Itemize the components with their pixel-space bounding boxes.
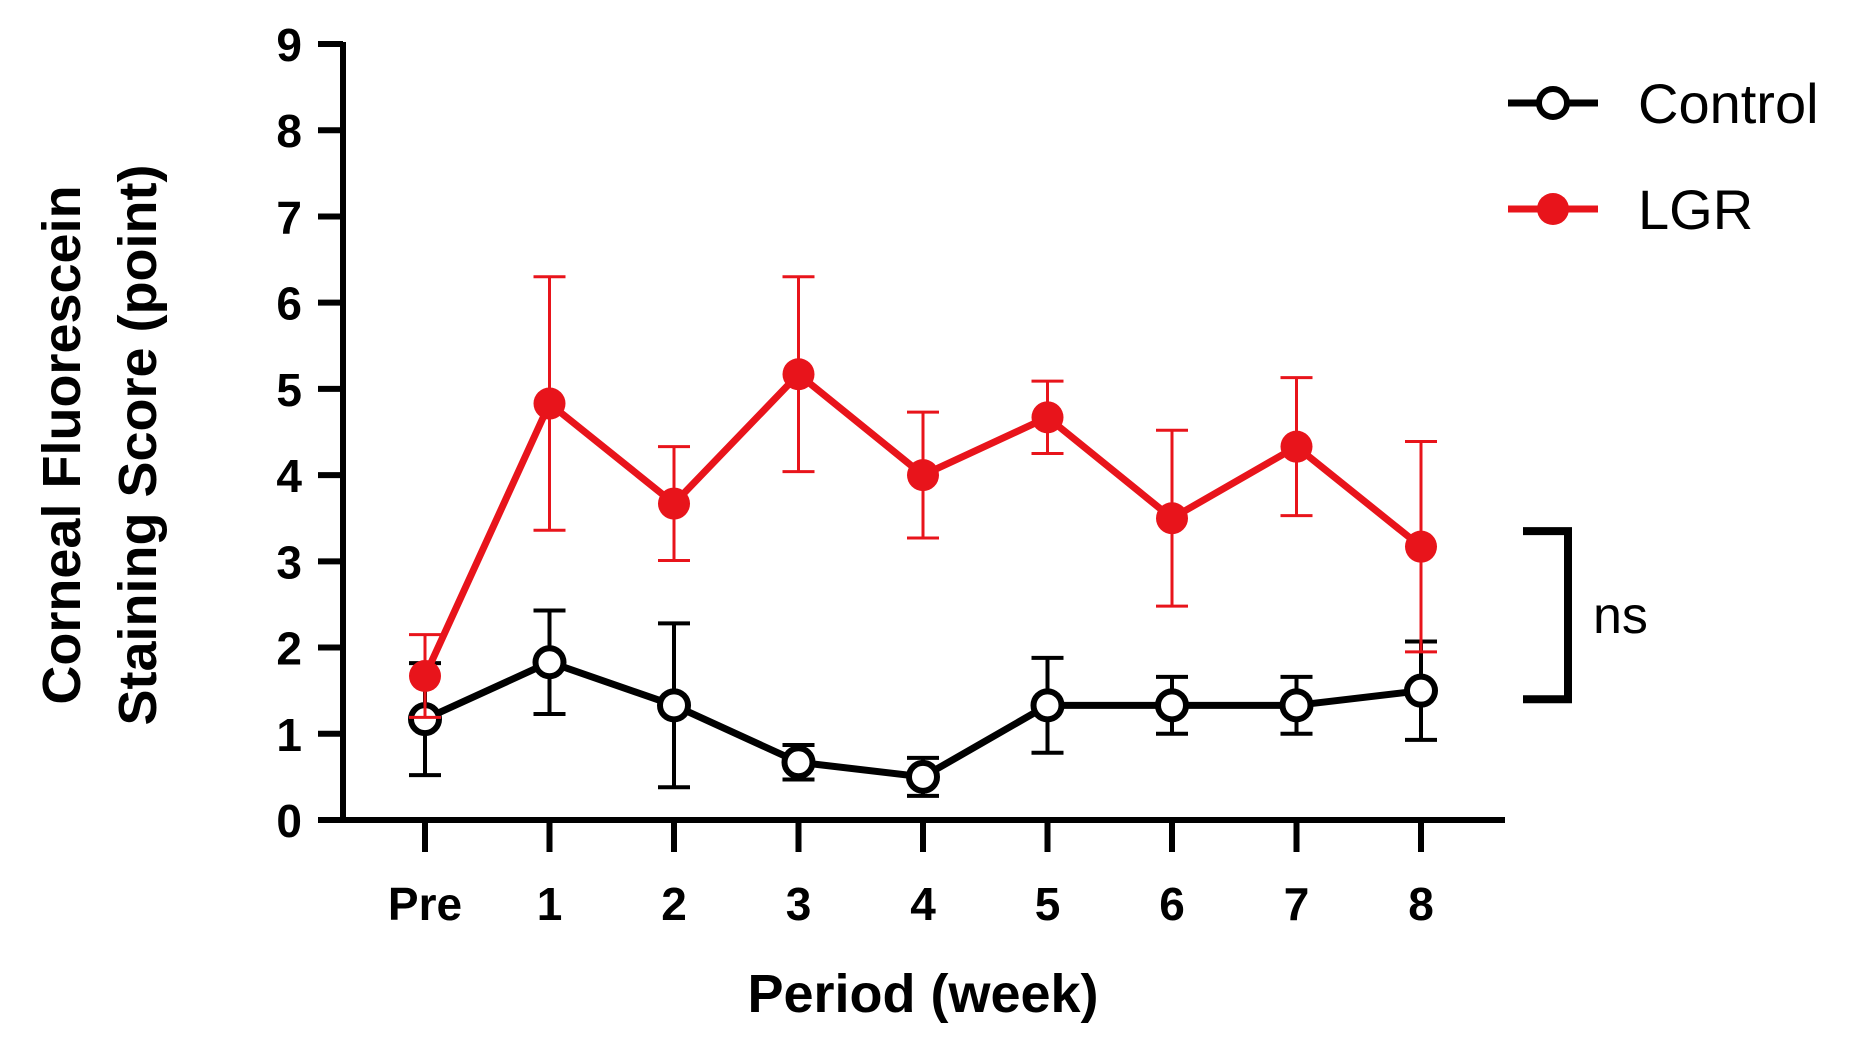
significance-bracket bbox=[1523, 527, 1572, 704]
y-axis-title-line-1: Corneal Fluorescein bbox=[32, 185, 92, 704]
legend-label-control: Control bbox=[1638, 72, 1819, 135]
point-control-3 bbox=[781, 745, 816, 780]
x-tick-label-Pre: Pre bbox=[388, 878, 462, 930]
significance-label: ns bbox=[1593, 587, 1648, 645]
y-ticks: 0 1 2 3 4 5 6 7 8 9 bbox=[276, 19, 343, 847]
x-tick-label-6: 6 bbox=[1159, 878, 1185, 930]
point-control-5 bbox=[1030, 688, 1065, 723]
point-lgr-3 bbox=[782, 358, 815, 391]
point-lgr-4 bbox=[907, 459, 939, 492]
y-tick-label-2: 2 bbox=[276, 623, 302, 675]
point-lgr-7 bbox=[1280, 430, 1313, 463]
point-lgr-1 bbox=[533, 387, 566, 420]
y-tick-label-1: 1 bbox=[276, 709, 302, 761]
x-tick-label-2: 2 bbox=[661, 878, 687, 930]
x-tick-label-7: 7 bbox=[1284, 878, 1310, 930]
point-control-4 bbox=[906, 759, 940, 794]
significance-annotation: ns bbox=[1523, 527, 1648, 704]
x-tick-label-8: 8 bbox=[1408, 878, 1434, 930]
x-tick-label-1: 1 bbox=[537, 878, 563, 930]
legend-marker-lgr bbox=[1537, 193, 1569, 225]
y-tick-label-3: 3 bbox=[276, 536, 302, 588]
legend-item-lgr: LGR bbox=[1508, 178, 1753, 241]
legend-item-control: Control bbox=[1508, 72, 1819, 135]
point-control-2 bbox=[657, 688, 691, 723]
legend-label-lgr: LGR bbox=[1638, 178, 1753, 241]
y-tick-label-7: 7 bbox=[276, 191, 302, 243]
point-lgr-8 bbox=[1405, 530, 1437, 563]
y-axis-title-line-2: Staining Score (point) bbox=[108, 165, 168, 726]
series-layer bbox=[408, 275, 1438, 798]
series-lgr bbox=[409, 275, 1437, 719]
y-axis-title: Corneal Fluorescein Staining Score (poin… bbox=[32, 165, 168, 726]
point-control-6 bbox=[1155, 688, 1189, 723]
y-tick-label-6: 6 bbox=[276, 278, 302, 330]
x-ticks: Pre 1 2 3 4 5 6 7 8 bbox=[388, 820, 1434, 930]
y-tick-label-5: 5 bbox=[276, 364, 302, 416]
x-tick-label-3: 3 bbox=[786, 878, 812, 930]
x-tick-label-4: 4 bbox=[910, 878, 936, 930]
y-tick-label-0: 0 bbox=[276, 795, 302, 847]
point-lgr-Pre bbox=[409, 660, 441, 693]
legend-marker-control bbox=[1536, 86, 1570, 120]
point-lgr-2 bbox=[658, 487, 690, 520]
y-tick-label-9: 9 bbox=[276, 19, 302, 71]
x-tick-label-5: 5 bbox=[1035, 878, 1061, 930]
point-lgr-5 bbox=[1031, 401, 1064, 434]
point-control-7 bbox=[1279, 688, 1314, 723]
point-lgr-6 bbox=[1156, 502, 1188, 535]
y-tick-label-8: 8 bbox=[276, 105, 302, 157]
y-tick-label-4: 4 bbox=[276, 450, 302, 502]
x-axis-title: Period (week) bbox=[747, 964, 1098, 1024]
legend: Control LGR bbox=[1508, 72, 1819, 241]
point-control-8 bbox=[1404, 673, 1438, 708]
point-control-1 bbox=[532, 645, 567, 680]
series-control bbox=[408, 608, 1438, 798]
